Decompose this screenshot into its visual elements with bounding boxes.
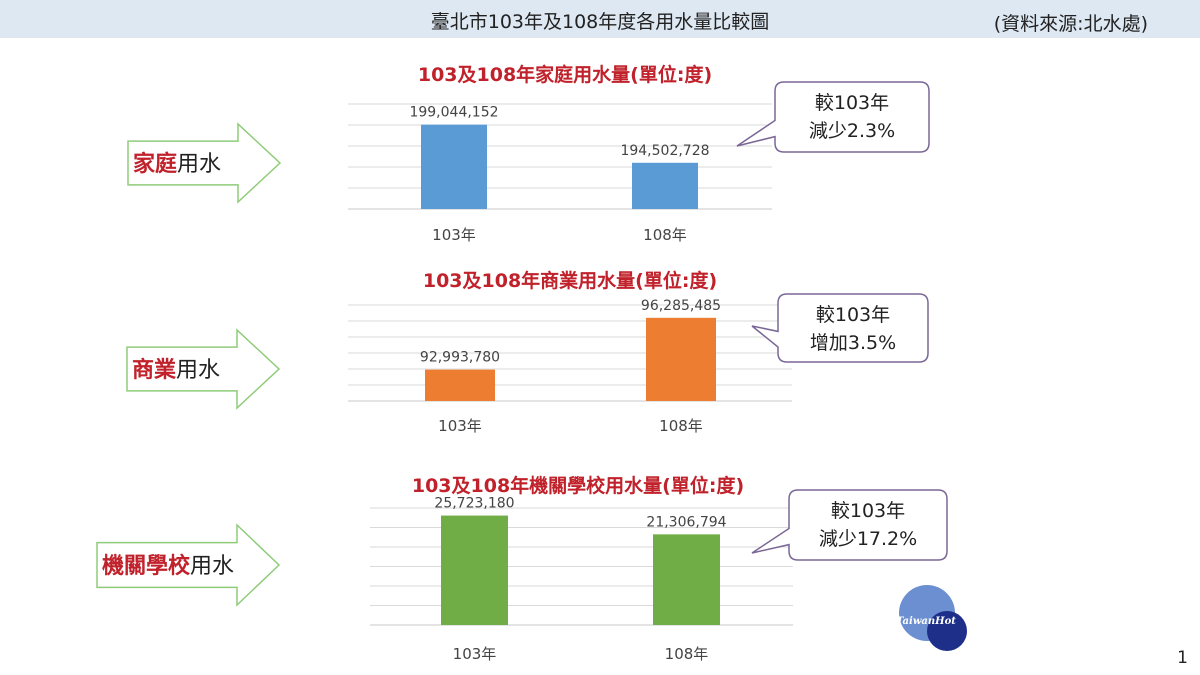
callout-line1-residential: 較103年: [815, 92, 889, 114]
chart-title-commercial: 103及108年商業用水量(單位:度): [423, 269, 717, 292]
callout-commercial: [751, 293, 929, 363]
x-tick-label-institutional-1: 108年: [665, 645, 709, 663]
x-tick-label-institutional-0: 103年: [453, 645, 497, 663]
section-label-commercial: 商業用水: [132, 357, 220, 383]
section-label-rest: 用水: [176, 358, 220, 383]
taiwanhot-logo: TaiwanHot: [896, 585, 967, 651]
bar-institutional-0: [441, 515, 508, 625]
x-tick-label-residential-1: 108年: [643, 226, 687, 244]
logo-text: TaiwanHot: [896, 616, 956, 627]
callout-line2-residential: 減少2.3%: [809, 120, 895, 142]
callout-line1-institutional: 較103年: [831, 500, 905, 522]
section-label-bold: 家庭: [133, 151, 177, 177]
page-title: 臺北市103年及108年度各用水量比較圖: [430, 11, 770, 33]
bar-residential-1: [632, 162, 698, 209]
chart-title-institutional: 103及108年機關學校用水量(單位:度): [412, 474, 744, 497]
data-label-institutional-1: 21,306,794: [646, 514, 726, 530]
page-number: 1: [1177, 648, 1188, 668]
bar-commercial-0: [425, 369, 495, 401]
section-label-bold: 機關學校: [102, 553, 191, 579]
callout-residential: [736, 81, 930, 153]
arrow-commercial: [126, 328, 281, 410]
x-tick-label-commercial-0: 103年: [438, 417, 482, 435]
data-label-institutional-0: 25,723,180: [434, 496, 514, 512]
data-label-residential-0: 199,044,152: [409, 105, 498, 121]
chart-title-residential: 103及108年家庭用水量(單位:度): [418, 63, 712, 86]
x-tick-label-residential-0: 103年: [432, 226, 476, 244]
bar-commercial-1: [646, 317, 716, 401]
callout-line2-institutional: 減少17.2%: [819, 528, 917, 550]
header-bar: 臺北市103年及108年度各用水量比較圖 (資料來源:北水處): [0, 0, 1200, 38]
arrow-institutional: [96, 523, 281, 607]
x-tick-label-commercial-1: 108年: [659, 417, 703, 435]
data-label-commercial-1: 96,285,485: [641, 298, 721, 314]
section-label-institutional: 機關學校用水: [102, 553, 234, 579]
section-label-residential: 家庭用水: [133, 151, 221, 177]
bar-institutional-1: [653, 534, 720, 625]
data-source: (資料來源:北水處): [993, 13, 1148, 35]
section-label-rest: 用水: [190, 554, 234, 579]
data-label-residential-1: 194,502,728: [620, 143, 709, 159]
data-label-commercial-0: 92,993,780: [420, 350, 500, 366]
arrow-residential: [127, 122, 282, 204]
section-label-bold: 商業: [132, 357, 177, 383]
callout-line1-commercial: 較103年: [816, 304, 890, 326]
callout-line2-commercial: 增加3.5%: [810, 332, 896, 354]
bar-residential-0: [421, 124, 487, 209]
callout-institutional: [751, 489, 948, 561]
section-label-rest: 用水: [177, 152, 221, 177]
